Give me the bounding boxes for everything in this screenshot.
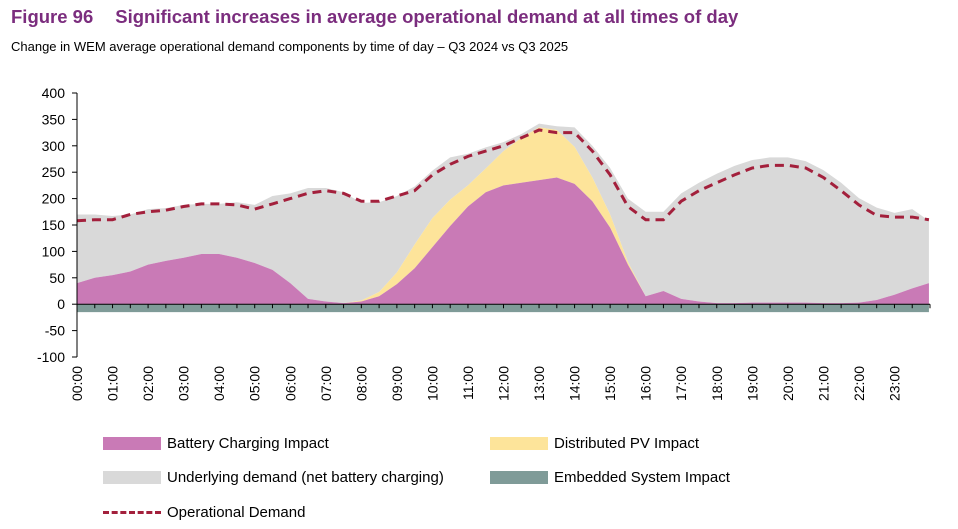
x-tick-label: 06:00 [282, 366, 298, 401]
x-tick-label: 20:00 [780, 366, 796, 401]
line-operational-demand [76, 128, 930, 223]
x-tick-label: 03:00 [176, 366, 192, 401]
x-tick-label: 00:00 [69, 366, 85, 401]
y-tick-label: 100 [42, 243, 66, 259]
x-tick-label: 22:00 [851, 366, 867, 401]
figure-subtitle: Change in WEM average operational demand… [11, 39, 569, 54]
y-tick-label: -100 [37, 349, 65, 365]
y-tick-label: 250 [42, 164, 66, 180]
x-tick-label: 19:00 [744, 366, 760, 401]
area-layers [77, 123, 929, 313]
x-tick-label: 02:00 [140, 366, 156, 401]
x-tick-label: 21:00 [815, 366, 831, 401]
y-tick-label: 0 [57, 296, 65, 312]
x-tick-label: 12:00 [496, 366, 512, 401]
x-tick-label: 23:00 [886, 366, 902, 401]
y-tick-label: 150 [42, 217, 66, 233]
x-tick-label: 11:00 [460, 366, 476, 400]
x-tick-label: 04:00 [211, 366, 227, 401]
x-tick-label: 15:00 [602, 366, 618, 401]
x-tick-label: 05:00 [247, 366, 263, 401]
x-tick-label: 09:00 [389, 366, 405, 401]
figure-number: Figure 96 [11, 6, 94, 27]
x-tick-label: 17:00 [673, 366, 689, 401]
x-tick-label: 13:00 [531, 366, 547, 401]
x-tick-label: 10:00 [424, 366, 440, 401]
y-tick-label: -50 [45, 323, 65, 339]
figure-heading: Significant increases in average operati… [115, 6, 739, 27]
x-tick-label: 14:00 [567, 366, 583, 401]
y-tick-label: 200 [42, 191, 66, 207]
x-tick-label: 18:00 [709, 366, 725, 401]
area-distributed-pv [77, 127, 929, 304]
y-tick-label: 400 [42, 85, 66, 101]
x-tick-label: 16:00 [638, 366, 654, 401]
x-tick-label: 08:00 [353, 366, 369, 401]
line-layers [76, 128, 930, 223]
area-embedded-system [77, 304, 929, 313]
x-tick-label: 07:00 [318, 366, 334, 401]
y-tick-label: 50 [49, 270, 65, 286]
y-tick-label: 300 [42, 138, 66, 154]
x-tick-label: 01:00 [105, 366, 121, 401]
area-battery-charging [77, 177, 929, 305]
area-underlying-demand [77, 123, 929, 304]
figure-title: Figure 96 Significant increases in averag… [11, 6, 738, 28]
y-tick-label: 350 [42, 111, 66, 127]
